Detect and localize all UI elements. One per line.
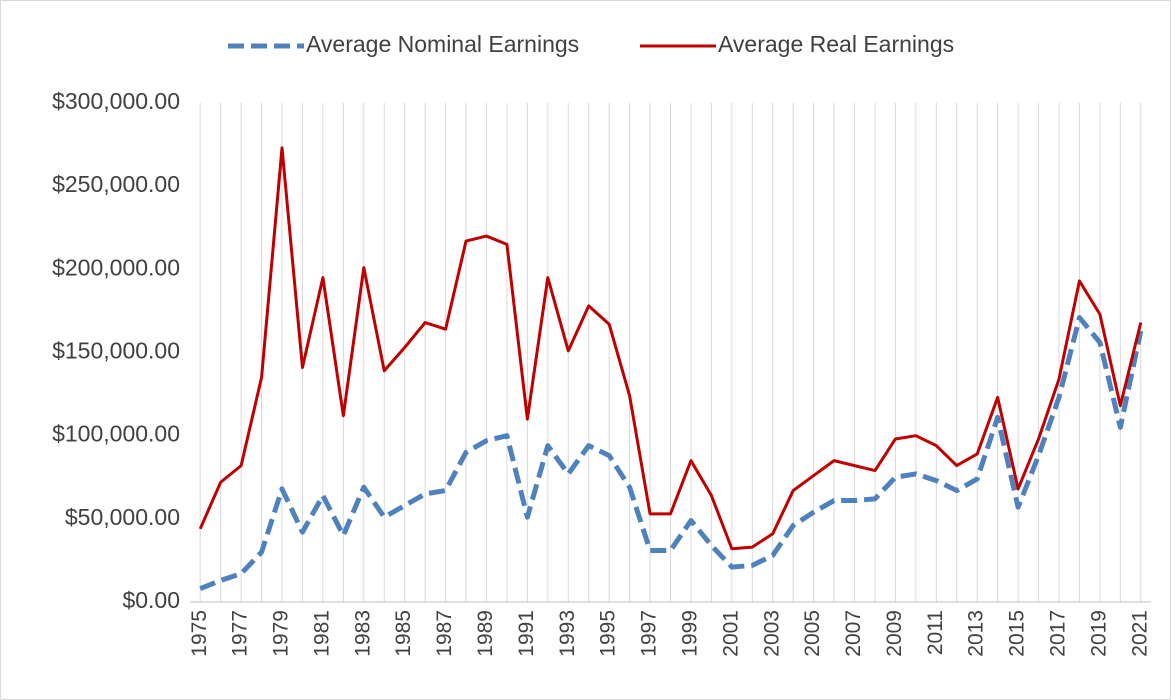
x-tick-label: 2021 (1128, 610, 1151, 657)
y-tick-label: $300,000.00 (52, 88, 180, 114)
x-tick-label: 1989 (474, 610, 497, 657)
x-tick-label: 2009 (883, 610, 906, 657)
series-line (199, 315, 1144, 592)
x-tick-label: 2007 (842, 610, 865, 657)
x-tick-label: 2013 (965, 610, 988, 657)
y-tick-label: $50,000.00 (65, 504, 180, 530)
y-tick-label: $250,000.00 (52, 171, 180, 197)
grid (199, 103, 1142, 602)
x-tick-label: 2015 (1006, 610, 1029, 657)
x-tick-label: 1985 (392, 610, 415, 657)
x-tick-label: 1995 (597, 610, 620, 657)
y-tick-label: $100,000.00 (52, 421, 180, 447)
x-tick-label: 1983 (351, 610, 374, 657)
x-tick-label: 1975 (188, 610, 211, 657)
x-tick-label: 2019 (1087, 610, 1110, 657)
series-line (198, 146, 1143, 551)
x-tick-label: 1981 (310, 610, 333, 657)
legend-label: Average Nominal Earnings (306, 31, 579, 57)
x-tick-label: 1991 (515, 610, 538, 657)
x-tick-label: 1977 (229, 610, 252, 657)
x-tick-label: 1979 (270, 610, 293, 657)
x-tick-label: 1993 (556, 610, 579, 657)
y-tick-label: $150,000.00 (52, 338, 180, 364)
x-tick-label: 2001 (719, 610, 742, 657)
x-tick-label: 1997 (638, 610, 661, 657)
x-tick-label: 2005 (801, 610, 824, 657)
y-tick-label: $200,000.00 (52, 254, 180, 280)
x-tick-label: 2017 (1047, 610, 1070, 657)
x-tick-label: 1987 (433, 610, 456, 657)
x-tick-label: 2003 (760, 610, 783, 657)
y-tick-label: $0.00 (122, 587, 180, 613)
legend-label: Average Real Earnings (718, 31, 954, 57)
x-tick-label: 2011 (924, 610, 947, 655)
x-tick-label: 1999 (678, 610, 701, 657)
